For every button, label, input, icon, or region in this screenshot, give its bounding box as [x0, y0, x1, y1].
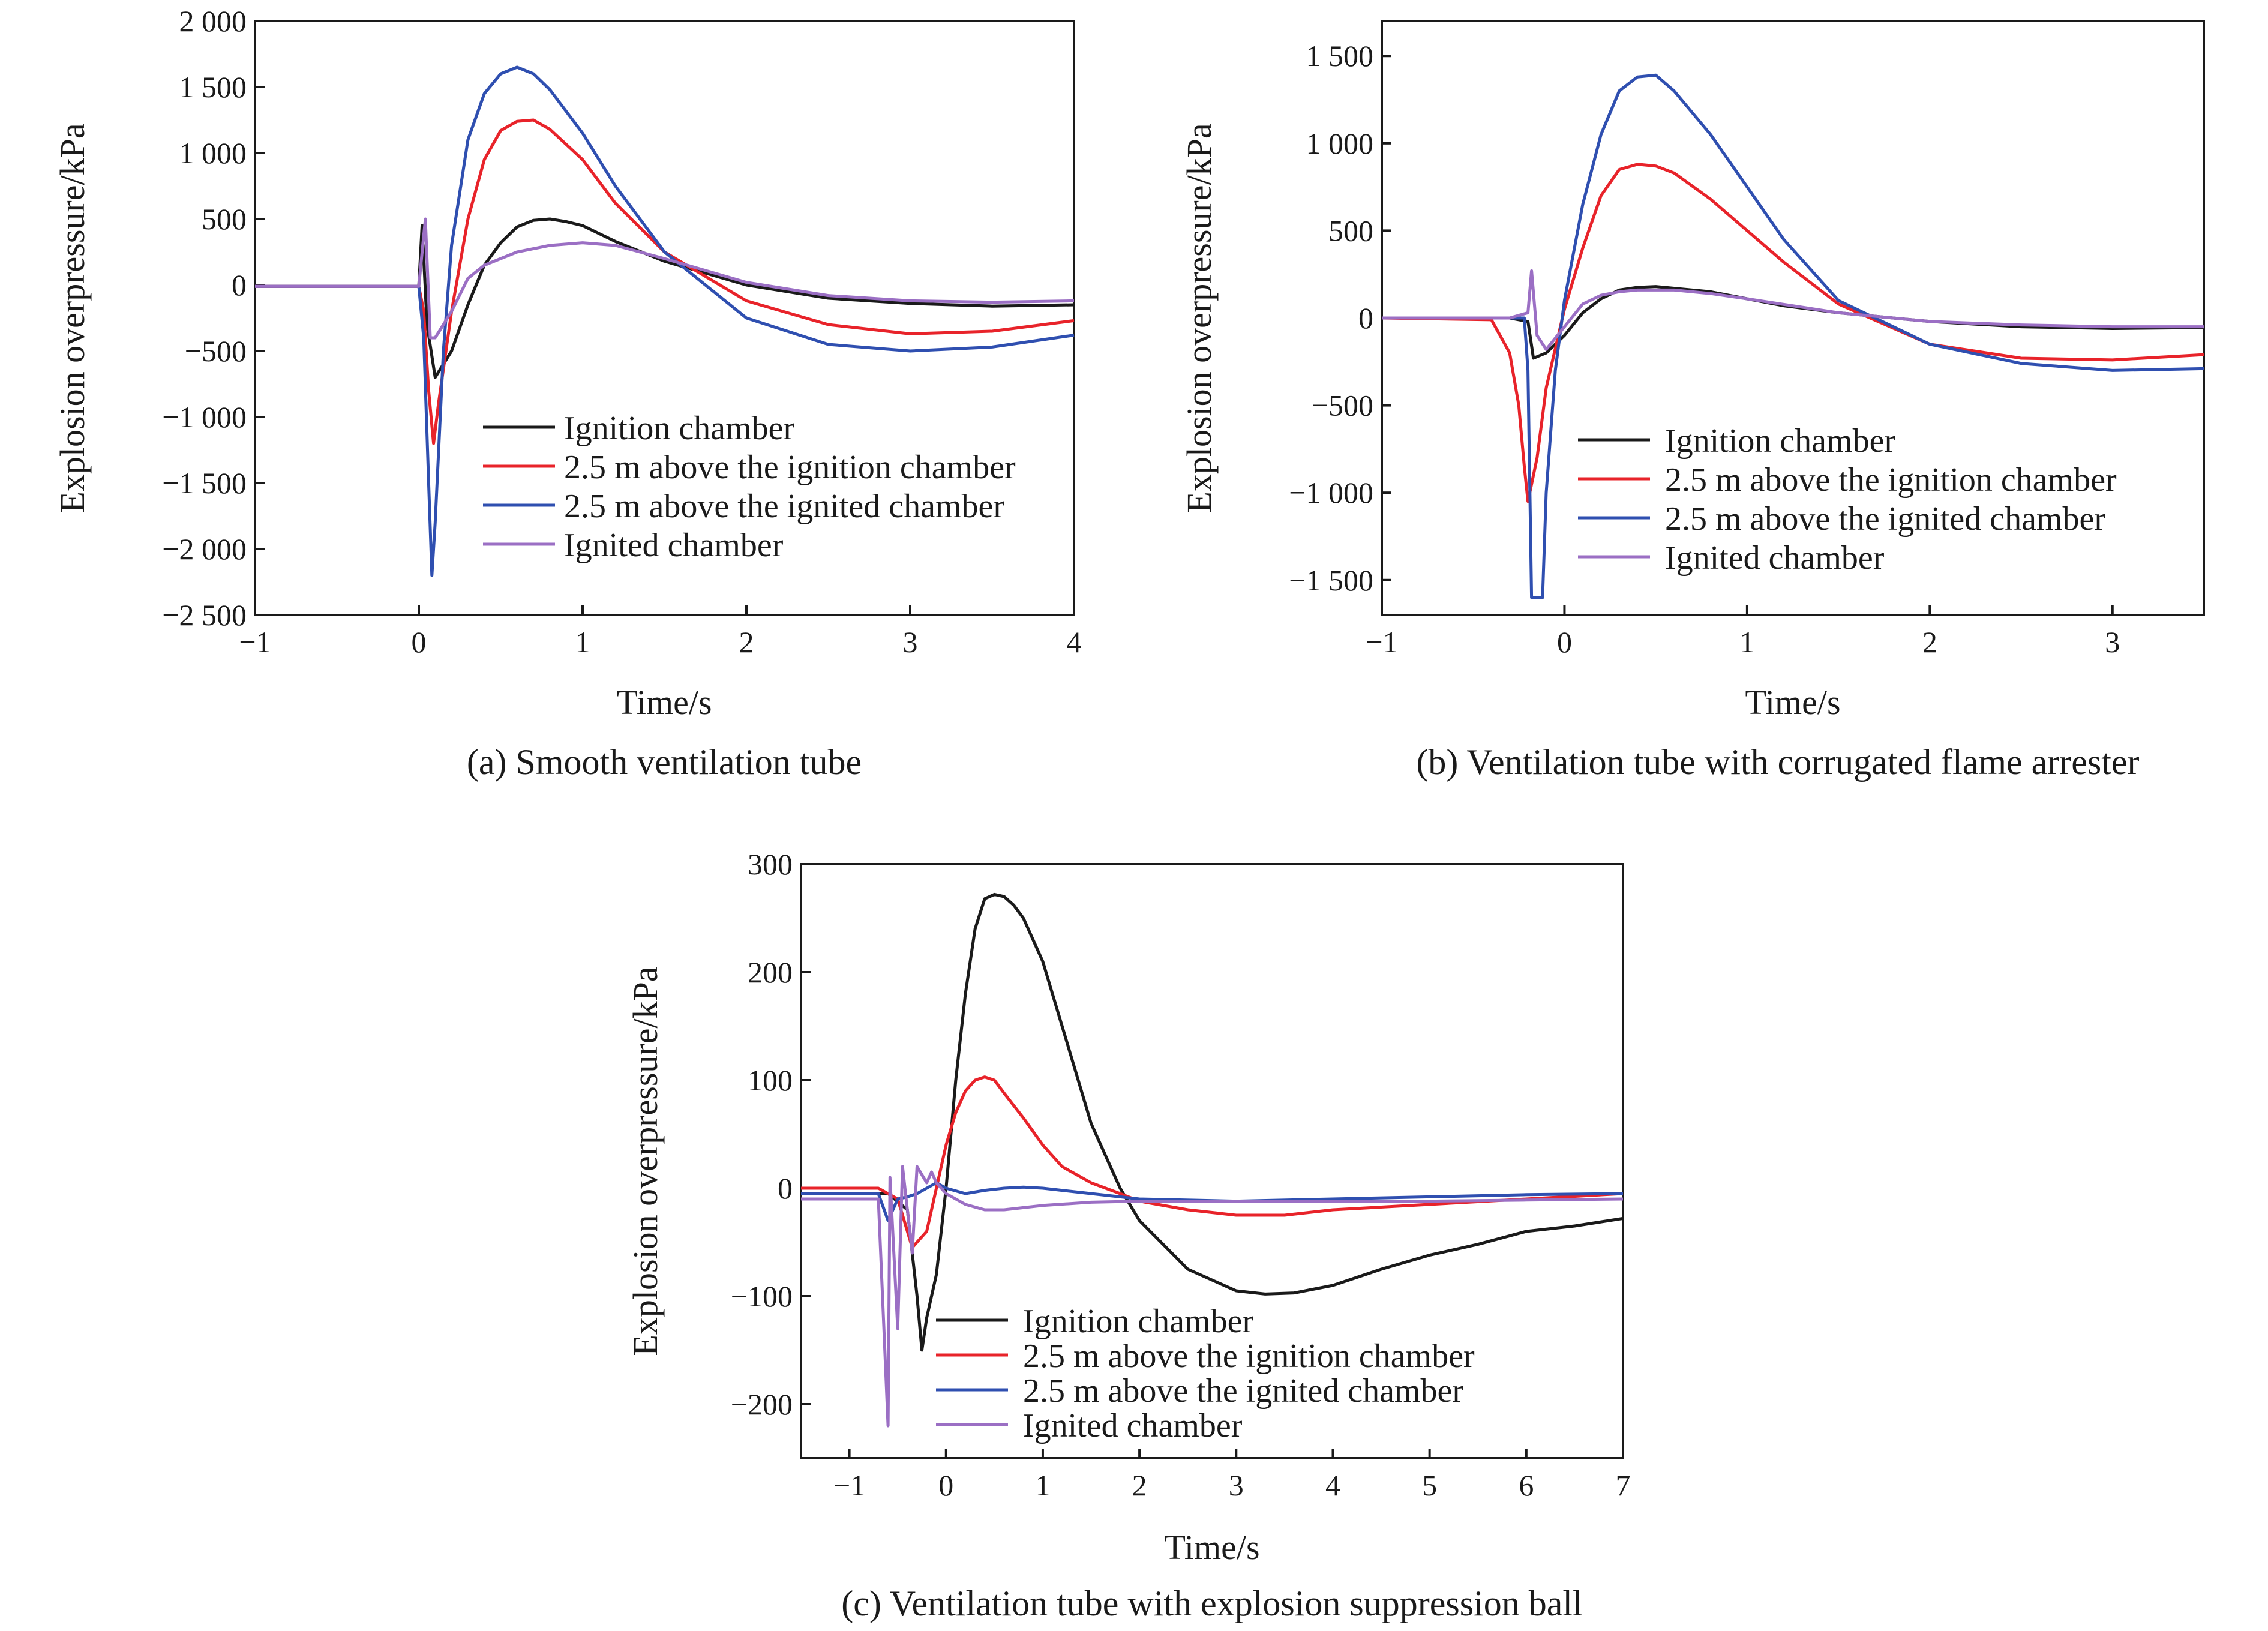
- panel-b-x-tick-label: 1: [1739, 625, 1754, 659]
- panel-b-y-tick-label: 0: [1358, 301, 1373, 335]
- panel-a-series-above-ignition: [255, 118, 1075, 445]
- panel-a-y-tick-label: 1 000: [179, 136, 247, 170]
- panel-a-plot-frame: [254, 20, 1075, 616]
- panel-c-caption: (c) Ventilation tube with explosion supp…: [841, 1584, 1582, 1623]
- panel-b-y-tick-label: −500: [1312, 389, 1373, 422]
- panel-b-x-axis-label: Time/s: [1745, 683, 1840, 722]
- panel-b-legend-label-above-ignition: 2.5 m above the ignition chamber: [1665, 461, 2117, 499]
- panel-b-x-tick-label: 3: [2105, 625, 2120, 659]
- panel-b-x-tick-label: −1: [1366, 625, 1397, 659]
- panel-b-y-tick-label: −1 500: [1289, 563, 1373, 597]
- panel-c: −200 −100 0 100 200 300 −1 0 1 2 3 4 5 6 7 Explosion …: [626, 847, 1631, 1623]
- panel-b-series-above-ignition: [1381, 163, 2204, 503]
- panel-c-x-tick-label: 0: [938, 1468, 953, 1502]
- panel-c-legend-label-above-ignited: 2.5 m above the ignited chamber: [1023, 1372, 1463, 1410]
- panel-b-series-ignited-chamber: [1382, 269, 2204, 351]
- panel-c-series-ignited-chamber: [801, 1165, 1624, 1428]
- panel-a-series-ignited-chamber: [255, 217, 1075, 340]
- panel-a-y-tick-label: −2 000: [162, 532, 247, 566]
- panel-c-x-tick-label: 5: [1422, 1468, 1437, 1502]
- panel-a-legend-label-above-ignited: 2.5 m above the ignited chamber: [564, 488, 1004, 525]
- panel-c-x-tick-label: 7: [1616, 1468, 1631, 1502]
- panel-a-caption: (a) Smooth ventilation tube: [467, 742, 862, 782]
- panel-a-y-tick-label: 0: [232, 268, 247, 302]
- panel-c-series: [801, 892, 1624, 1428]
- panel-b-legend-label-ignited-chamber: Ignited chamber: [1665, 539, 1885, 577]
- panel-b-y-tick-label: 1 500: [1306, 39, 1374, 73]
- panel-a-x-tick-label: 4: [1067, 625, 1082, 659]
- panel-c-y-tick-label: −100: [731, 1279, 793, 1313]
- panel-a-legend-label-ignited-chamber: Ignited chamber: [564, 527, 784, 564]
- panel-c-x-tick-label: 3: [1229, 1468, 1244, 1502]
- panel-a-y-tick-label: −2 500: [162, 598, 247, 632]
- panel-c-legend-label-ignition-chamber: Ignition chamber: [1023, 1303, 1253, 1340]
- panel-b: −1 500 −1 000 −500 0 500 1 000 1 500 −1 0 1 2 3 Ex…: [1180, 20, 2205, 782]
- panel-b-x-tick-label: 0: [1557, 625, 1572, 659]
- panel-c-series-above-ignition: [801, 1075, 1624, 1249]
- panel-b-caption: (b) Ventilation tube with corrugated fla…: [1416, 742, 2139, 782]
- panel-a-y-tick-label: 1 500: [179, 70, 247, 104]
- panel-a-series-ignition-chamber: [255, 217, 1075, 379]
- panel-c-y-tick-label: 100: [748, 1063, 793, 1097]
- panel-b-legend: Ignition chamber 2.5 m above the ignitio…: [1578, 422, 2117, 577]
- panel-c-legend: Ignition chamber 2.5 m above the ignitio…: [936, 1303, 1475, 1444]
- panel-a-x-tick-label: 1: [575, 625, 590, 659]
- panel-a-x-tick-label: 3: [903, 625, 918, 659]
- panel-b-y-axis-label: Explosion overpressure/kPa: [1180, 123, 1219, 512]
- panel-a-x-ticks: −1 0 1 2 3 4: [239, 605, 1082, 659]
- panel-a-x-axis-label: Time/s: [616, 683, 712, 722]
- panel-b-series-above-ignited: [1382, 73, 2204, 599]
- panel-c-x-tick-label: 2: [1132, 1468, 1147, 1502]
- panel-c-x-tick-label: −1: [833, 1468, 865, 1502]
- panel-b-y-tick-label: 1 000: [1306, 127, 1374, 160]
- panel-a-y-tick-label: 500: [202, 202, 247, 236]
- panel-b-series: [1381, 73, 2204, 599]
- panel-a-x-tick-label: −1: [239, 625, 271, 659]
- panel-c-y-tick-label: −200: [731, 1387, 793, 1421]
- panel-a-series: [255, 65, 1075, 577]
- panel-a-y-tick-label: −500: [185, 334, 247, 368]
- panel-a-x-tick-label: 0: [412, 625, 427, 659]
- panel-a-series-above-ignited: [255, 65, 1075, 577]
- panel-c-y-ticks: −200 −100 0 100 200 300: [731, 847, 811, 1421]
- panel-c-y-tick-label: 0: [778, 1171, 793, 1205]
- panel-a: −2 500 −2 000 −1 500 −1 000 −500 0 500 1 000 1 5…: [53, 4, 1082, 782]
- panel-c-legend-label-ignited-chamber: Ignited chamber: [1023, 1407, 1243, 1444]
- panel-c-plot-frame: [800, 863, 1624, 1459]
- panel-c-x-tick-label: 6: [1519, 1468, 1534, 1502]
- panel-c-legend-label-above-ignition: 2.5 m above the ignition chamber: [1023, 1338, 1475, 1375]
- panel-a-legend: Ignition chamber 2.5 m above the ignitio…: [483, 410, 1016, 564]
- panel-b-x-tick-label: 2: [1922, 625, 1937, 659]
- panel-c-x-axis-label: Time/s: [1164, 1528, 1259, 1567]
- panel-a-legend-label-above-ignition: 2.5 m above the ignition chamber: [564, 449, 1016, 486]
- panel-a-y-ticks: −2 500 −2 000 −1 500 −1 000 −500 0 500 1 000 1 5…: [162, 4, 265, 632]
- panel-a-y-tick-label: −1 500: [162, 466, 247, 500]
- panel-c-y-axis-label: Explosion overpressure/kPa: [626, 966, 665, 1356]
- panel-b-legend-label-above-ignited: 2.5 m above the ignited chamber: [1665, 500, 2105, 538]
- panel-b-x-ticks: −1 0 1 2 3: [1366, 605, 2120, 659]
- panel-b-y-tick-label: −1 000: [1289, 476, 1373, 509]
- panel-a-x-tick-label: 2: [739, 625, 754, 659]
- panel-b-legend-label-ignition-chamber: Ignition chamber: [1665, 422, 1895, 460]
- panel-a-y-tick-label: 2 000: [179, 4, 247, 38]
- panel-b-y-ticks: −1 500 −1 000 −500 0 500 1 000 1 500: [1289, 39, 1391, 597]
- panel-a-y-axis-label: Explosion overpressure/kPa: [53, 123, 92, 512]
- panel-c-y-tick-label: 200: [748, 955, 793, 989]
- panel-c-series-ignition-chamber: [801, 892, 1624, 1352]
- panel-a-y-tick-label: −1 000: [162, 400, 247, 434]
- panel-c-x-ticks: −1 0 1 2 3 4 5 6 7: [833, 1449, 1631, 1502]
- panel-c-x-tick-label: 4: [1325, 1468, 1340, 1502]
- panel-a-legend-label-ignition-chamber: Ignition chamber: [564, 410, 794, 447]
- panel-c-x-tick-label: 1: [1035, 1468, 1050, 1502]
- panel-b-y-tick-label: 500: [1328, 214, 1373, 247]
- panel-c-y-tick-label: 300: [748, 847, 793, 881]
